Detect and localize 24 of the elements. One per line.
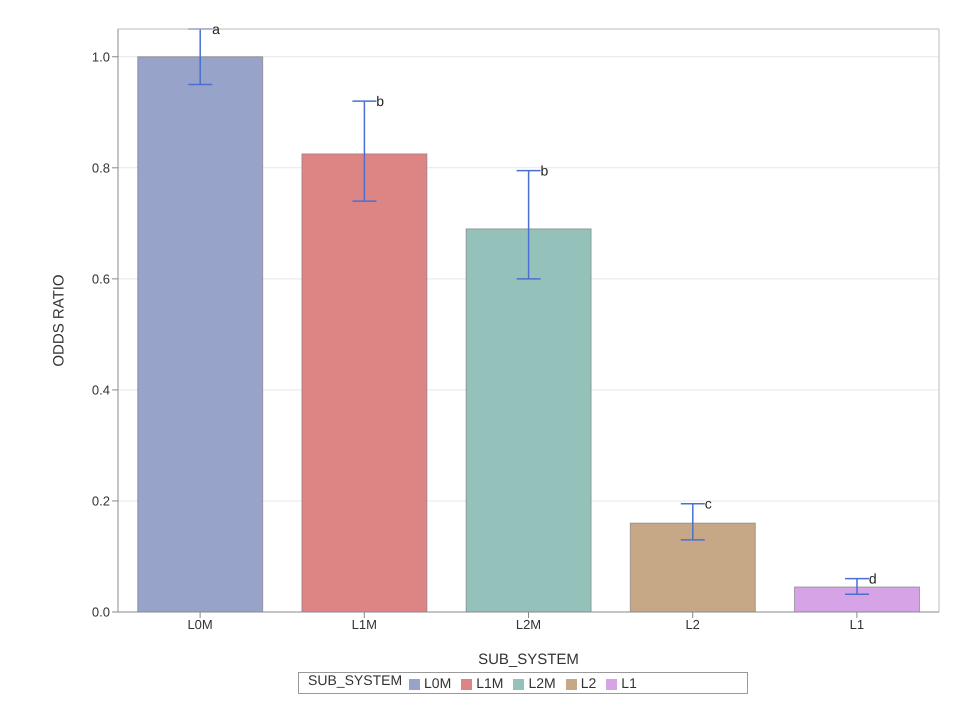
x-tick-label: L0M: [187, 617, 213, 632]
y-tick-label: 0.0: [92, 604, 110, 620]
legend-label: L1M: [476, 675, 504, 691]
y-tick-label: 1.0: [92, 49, 110, 64]
annotation: a: [212, 20, 220, 37]
legend-label: L1: [621, 675, 637, 691]
annotation: b: [376, 93, 384, 110]
legend-title: SUB_SYSTEM: [308, 672, 402, 688]
x-tick-label: L2M: [516, 617, 542, 632]
annotation: d: [868, 570, 877, 587]
y-tick-label: 0.6: [92, 271, 110, 286]
x-tick-label: L2: [685, 617, 700, 632]
x-axis-title: SUB_SYSTEM: [478, 651, 579, 668]
annotation: c: [704, 496, 712, 512]
x-tick-label: L1M: [352, 617, 377, 632]
y-tick-label: 0.2: [92, 494, 110, 509]
legend-label: L2: [580, 675, 596, 691]
x-tick-label: L1: [850, 617, 864, 632]
legend-label: L2M: [528, 675, 556, 691]
legend-label: L0M: [424, 675, 452, 691]
y-axis-title: ODDS RATIO: [50, 274, 68, 367]
annotation: b: [540, 162, 548, 179]
y-tick-label: 0.8: [92, 160, 110, 176]
y-tick-label: 0.4: [92, 382, 110, 398]
